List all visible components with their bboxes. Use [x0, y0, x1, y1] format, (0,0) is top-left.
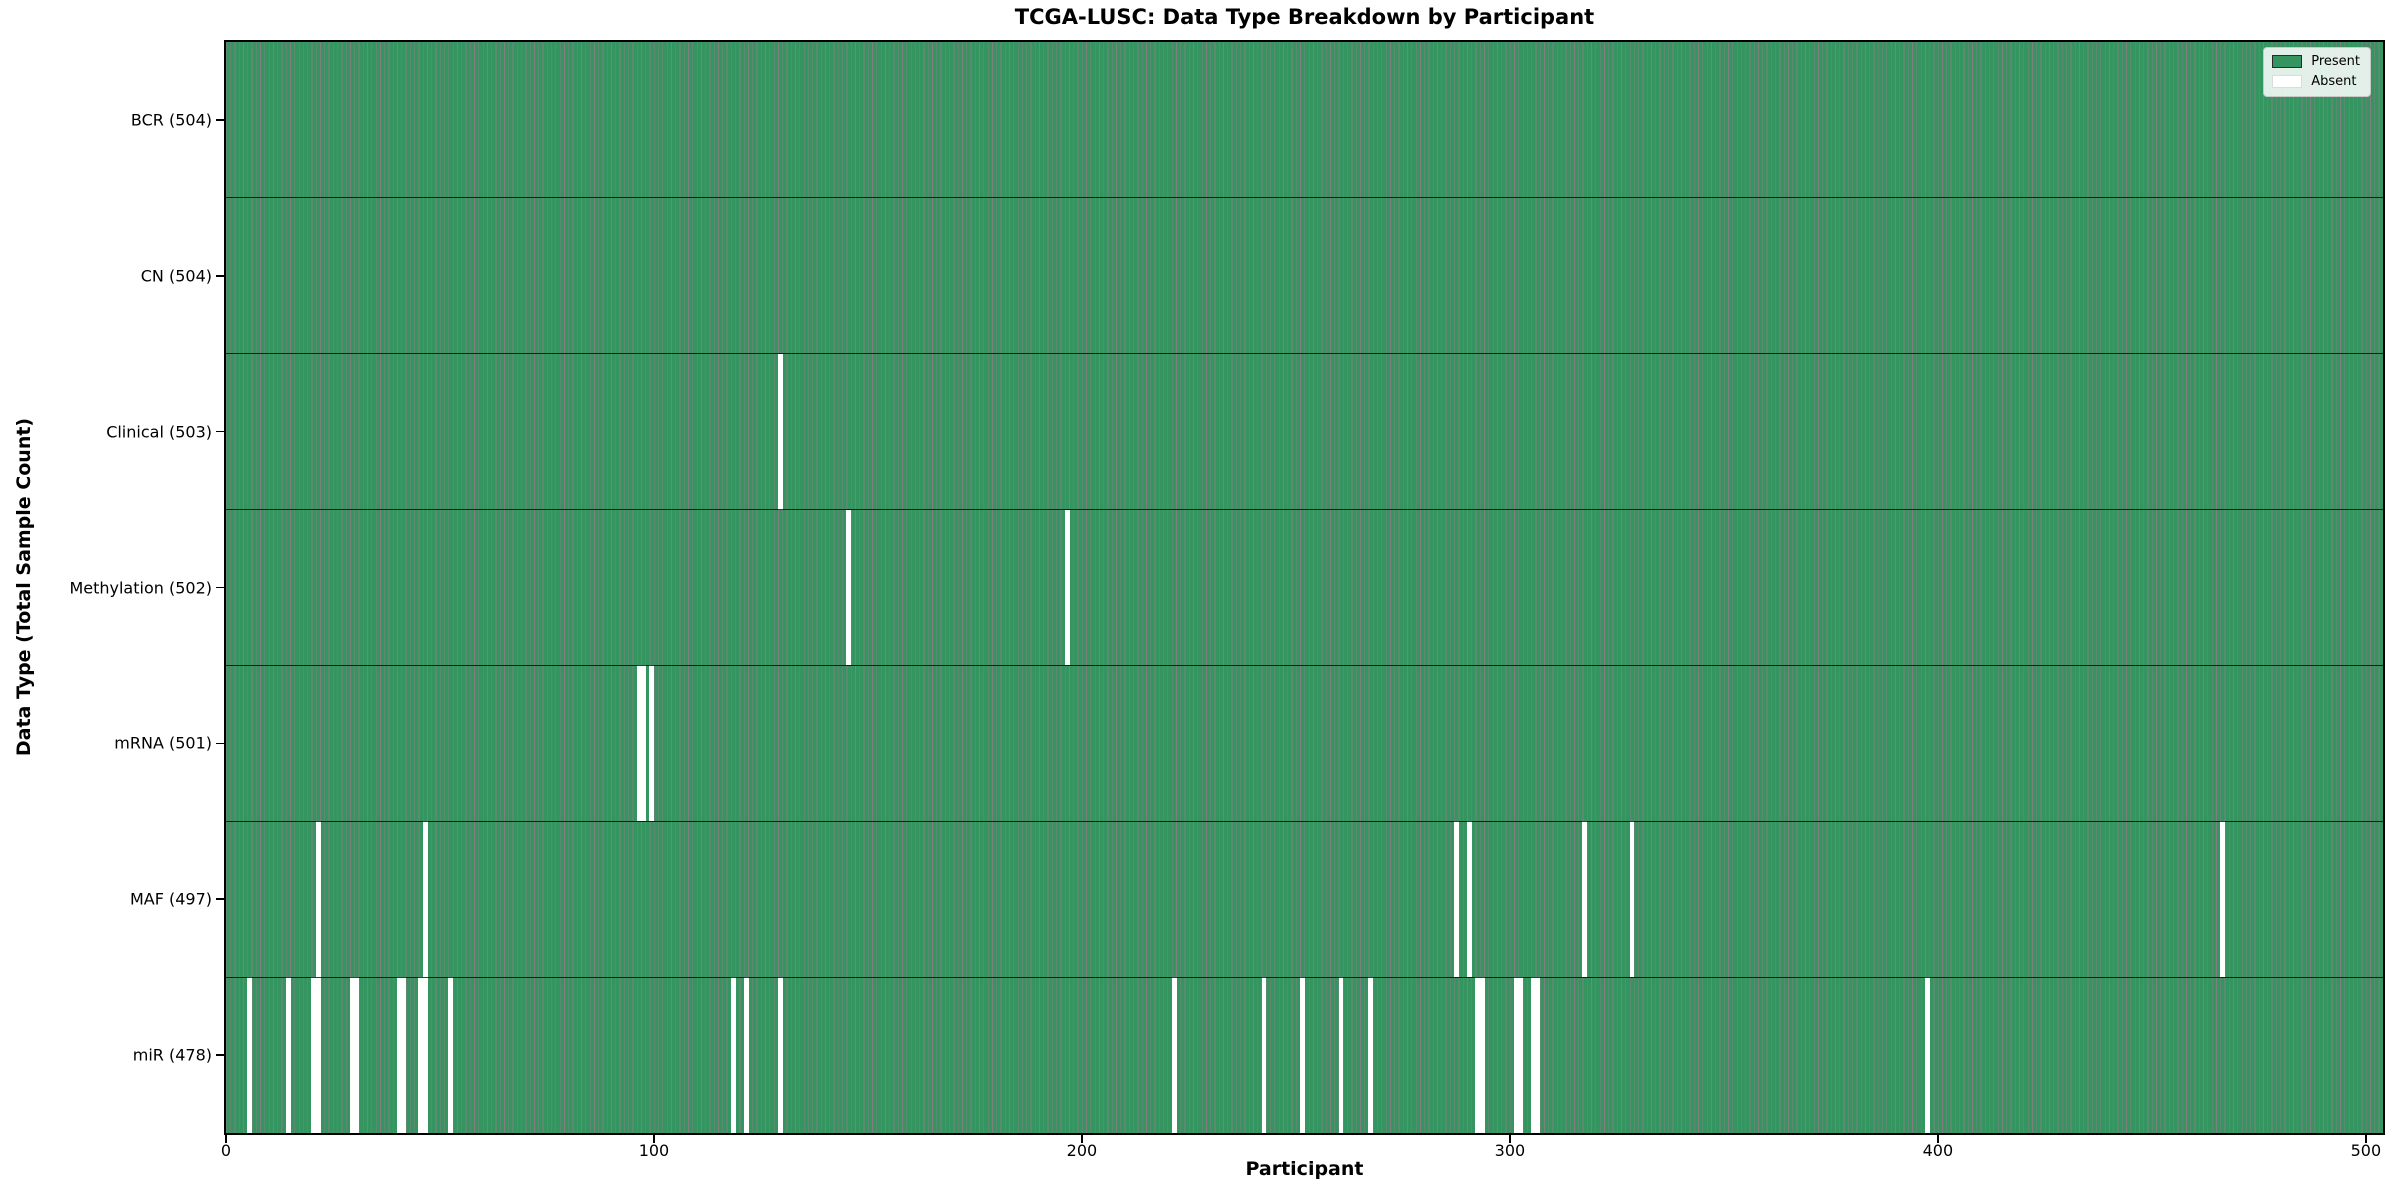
x-tick-mark — [1509, 1135, 1511, 1143]
y-tick-mark — [216, 119, 224, 121]
plot-area: Present Absent — [224, 40, 2385, 1135]
y-tick-mark — [216, 1054, 224, 1056]
absent-gap — [649, 665, 655, 822]
legend-absent-swatch-icon — [2272, 75, 2303, 88]
absent-gap — [1368, 977, 1374, 1133]
absent-gap — [354, 977, 360, 1133]
absent-gap — [1454, 821, 1459, 978]
legend-present-label: Present — [2311, 54, 2360, 69]
x-tick-mark — [1081, 1135, 1083, 1143]
y-tick-label: CN (504) — [140, 266, 212, 286]
row-separator — [226, 197, 2383, 199]
absent-gap — [743, 977, 749, 1133]
absent-gap — [636, 665, 642, 822]
absent-gap — [730, 977, 736, 1133]
absent-gap — [1582, 821, 1588, 978]
row-Methylation — [226, 509, 2383, 666]
absent-gap — [2220, 821, 2226, 978]
x-tick-label: 400 — [1922, 1141, 1954, 1160]
absent-gap — [1064, 509, 1070, 666]
y-tick-label: BCR (504) — [130, 110, 212, 130]
absent-gap — [1171, 977, 1177, 1133]
y-tick-mark — [216, 430, 224, 433]
absent-gap — [1479, 977, 1485, 1133]
absent-gap — [846, 509, 852, 666]
absent-gap — [1514, 977, 1519, 1133]
row-MAF — [226, 821, 2383, 978]
absent-gap — [418, 977, 424, 1133]
x-tick-mark — [653, 1135, 655, 1143]
row-separator — [226, 353, 2383, 355]
x-tick-label: 300 — [1494, 1141, 1526, 1160]
legend-present-swatch-icon — [2272, 55, 2303, 68]
absent-gap — [311, 977, 317, 1133]
absent-gap — [1475, 977, 1481, 1133]
y-tick-label: Methylation (502) — [69, 578, 212, 597]
absent-gap — [349, 977, 355, 1133]
y-tick-mark — [216, 275, 224, 277]
absent-gap — [1531, 977, 1536, 1133]
legend-absent-label: Absent — [2311, 74, 2357, 89]
absent-gap — [1535, 977, 1541, 1133]
absent-gap — [640, 665, 646, 822]
chart-title: TCGA-LUSC: Data Type Breakdown by Partic… — [1014, 5, 1595, 29]
y-tick-mark — [216, 898, 224, 900]
y-tick-mark — [216, 586, 224, 589]
absent-gap — [315, 977, 321, 1133]
absent-gap — [422, 977, 428, 1133]
absent-gap — [1300, 977, 1305, 1133]
absent-gap — [1466, 821, 1472, 978]
x-tick-label: 0 — [220, 1141, 232, 1160]
row-separator — [226, 508, 2383, 511]
x-tick-mark — [1937, 1135, 1939, 1143]
absent-gap — [1338, 977, 1344, 1133]
legend: Present Absent — [2263, 47, 2371, 97]
row-CN — [226, 197, 2383, 354]
row-BCR — [226, 42, 2383, 198]
legend-entry-absent: Absent — [2272, 75, 2360, 88]
x-tick-label: 100 — [638, 1141, 670, 1160]
y-tick-label: Clinical (503) — [106, 422, 212, 442]
x-tick-mark — [225, 1135, 227, 1143]
absent-gap — [1629, 821, 1635, 978]
absent-gap — [777, 353, 783, 510]
row-mRNA — [226, 665, 2383, 822]
absent-gap — [1261, 977, 1267, 1133]
row-separator — [226, 976, 2383, 978]
absent-gap — [777, 977, 783, 1133]
absent-gap — [1518, 977, 1524, 1133]
y-tick-label: mRNA (501) — [114, 733, 212, 753]
absent-gap — [285, 977, 291, 1133]
absent-gap — [247, 977, 253, 1133]
x-tick-mark — [2365, 1135, 2367, 1143]
row-Clinical — [226, 353, 2383, 510]
y-tick-label: MAF (497) — [129, 889, 212, 909]
row-separator — [226, 820, 2383, 822]
absent-gap — [1924, 977, 1930, 1133]
row-miR — [226, 977, 2383, 1133]
row-separator — [226, 664, 2383, 667]
y-axis-label: Data Type (Total Sample Count) — [13, 417, 35, 757]
legend-entry-present: Present — [2272, 55, 2360, 68]
x-axis-label: Participant — [1245, 1158, 1364, 1180]
y-tick-label: miR (478) — [132, 1045, 212, 1065]
x-tick-label: 500 — [2350, 1141, 2382, 1160]
absent-gap — [401, 977, 407, 1133]
absent-gap — [422, 821, 428, 978]
y-tick-mark — [216, 742, 224, 745]
absent-gap — [448, 977, 454, 1133]
absent-gap — [396, 977, 402, 1133]
x-tick-label: 200 — [1066, 1141, 1098, 1160]
absent-gap — [315, 821, 321, 978]
